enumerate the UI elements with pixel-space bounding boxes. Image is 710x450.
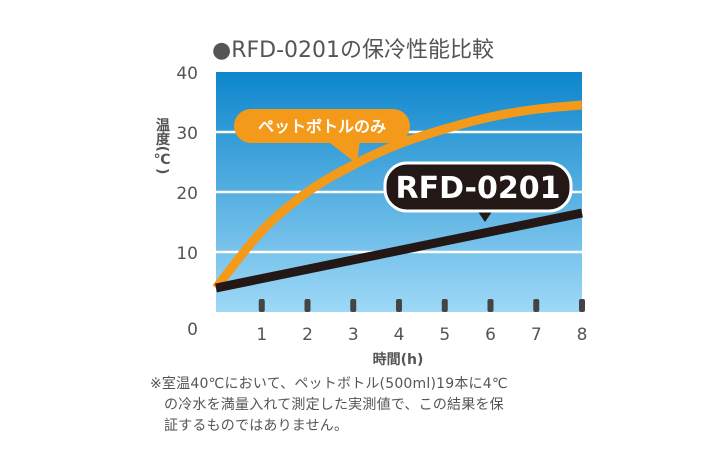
- x-tick-mark: [579, 299, 585, 312]
- y-tick-label: 30: [176, 124, 198, 144]
- y-tick-label: 10: [176, 244, 198, 264]
- footnote-line-2: の冷水を満量入れて測定した実測値で、この結果を保: [164, 397, 504, 413]
- y-tick-label: 0: [187, 320, 198, 340]
- series-label-text: ペットボトルのみ: [258, 117, 386, 136]
- series-label-rfd: RFD-0201: [383, 161, 573, 222]
- y-axis-label: 温度(℃): [153, 118, 170, 175]
- x-tick-label: 5: [439, 325, 450, 345]
- series-line-2: [215, 208, 583, 293]
- y-tick-label: 40: [176, 64, 198, 84]
- x-tick-mark: [396, 299, 402, 312]
- x-tick-label: 8: [577, 325, 588, 345]
- x-tick-mark: [304, 299, 311, 312]
- x-tick-label: 6: [485, 325, 496, 345]
- x-tick-mark: [258, 299, 265, 312]
- chart-title: ●RFD-0201の保冷性能比較: [212, 38, 494, 63]
- x-axis-label: 時間(h): [373, 351, 424, 368]
- footnote-line-3: 証するものではありません。: [164, 418, 349, 434]
- x-tick-mark: [533, 299, 540, 312]
- series-label-pet-bottle: ペットボトルのみ: [234, 109, 410, 164]
- y-tick-label: 20: [176, 184, 198, 204]
- x-tick-label: 2: [302, 325, 313, 345]
- x-tick-mark: [487, 299, 494, 312]
- x-tick-label: 3: [348, 325, 359, 345]
- series-label-text: RFD-0201: [396, 171, 561, 206]
- x-tick-mark: [441, 299, 448, 312]
- x-tick-label: 7: [531, 325, 542, 345]
- x-tick-mark: [350, 299, 357, 312]
- x-tick-label: 4: [394, 325, 405, 345]
- series-line-1: [212, 100, 583, 291]
- footnote: ※室温40℃において、ペットボトル(500ml)19本に4℃ の冷水を満量入れて…: [150, 374, 620, 437]
- footnote-line-1: ※室温40℃において、ペットボトル(500ml)19本に4℃: [150, 376, 508, 392]
- x-tick-label: 1: [256, 325, 267, 345]
